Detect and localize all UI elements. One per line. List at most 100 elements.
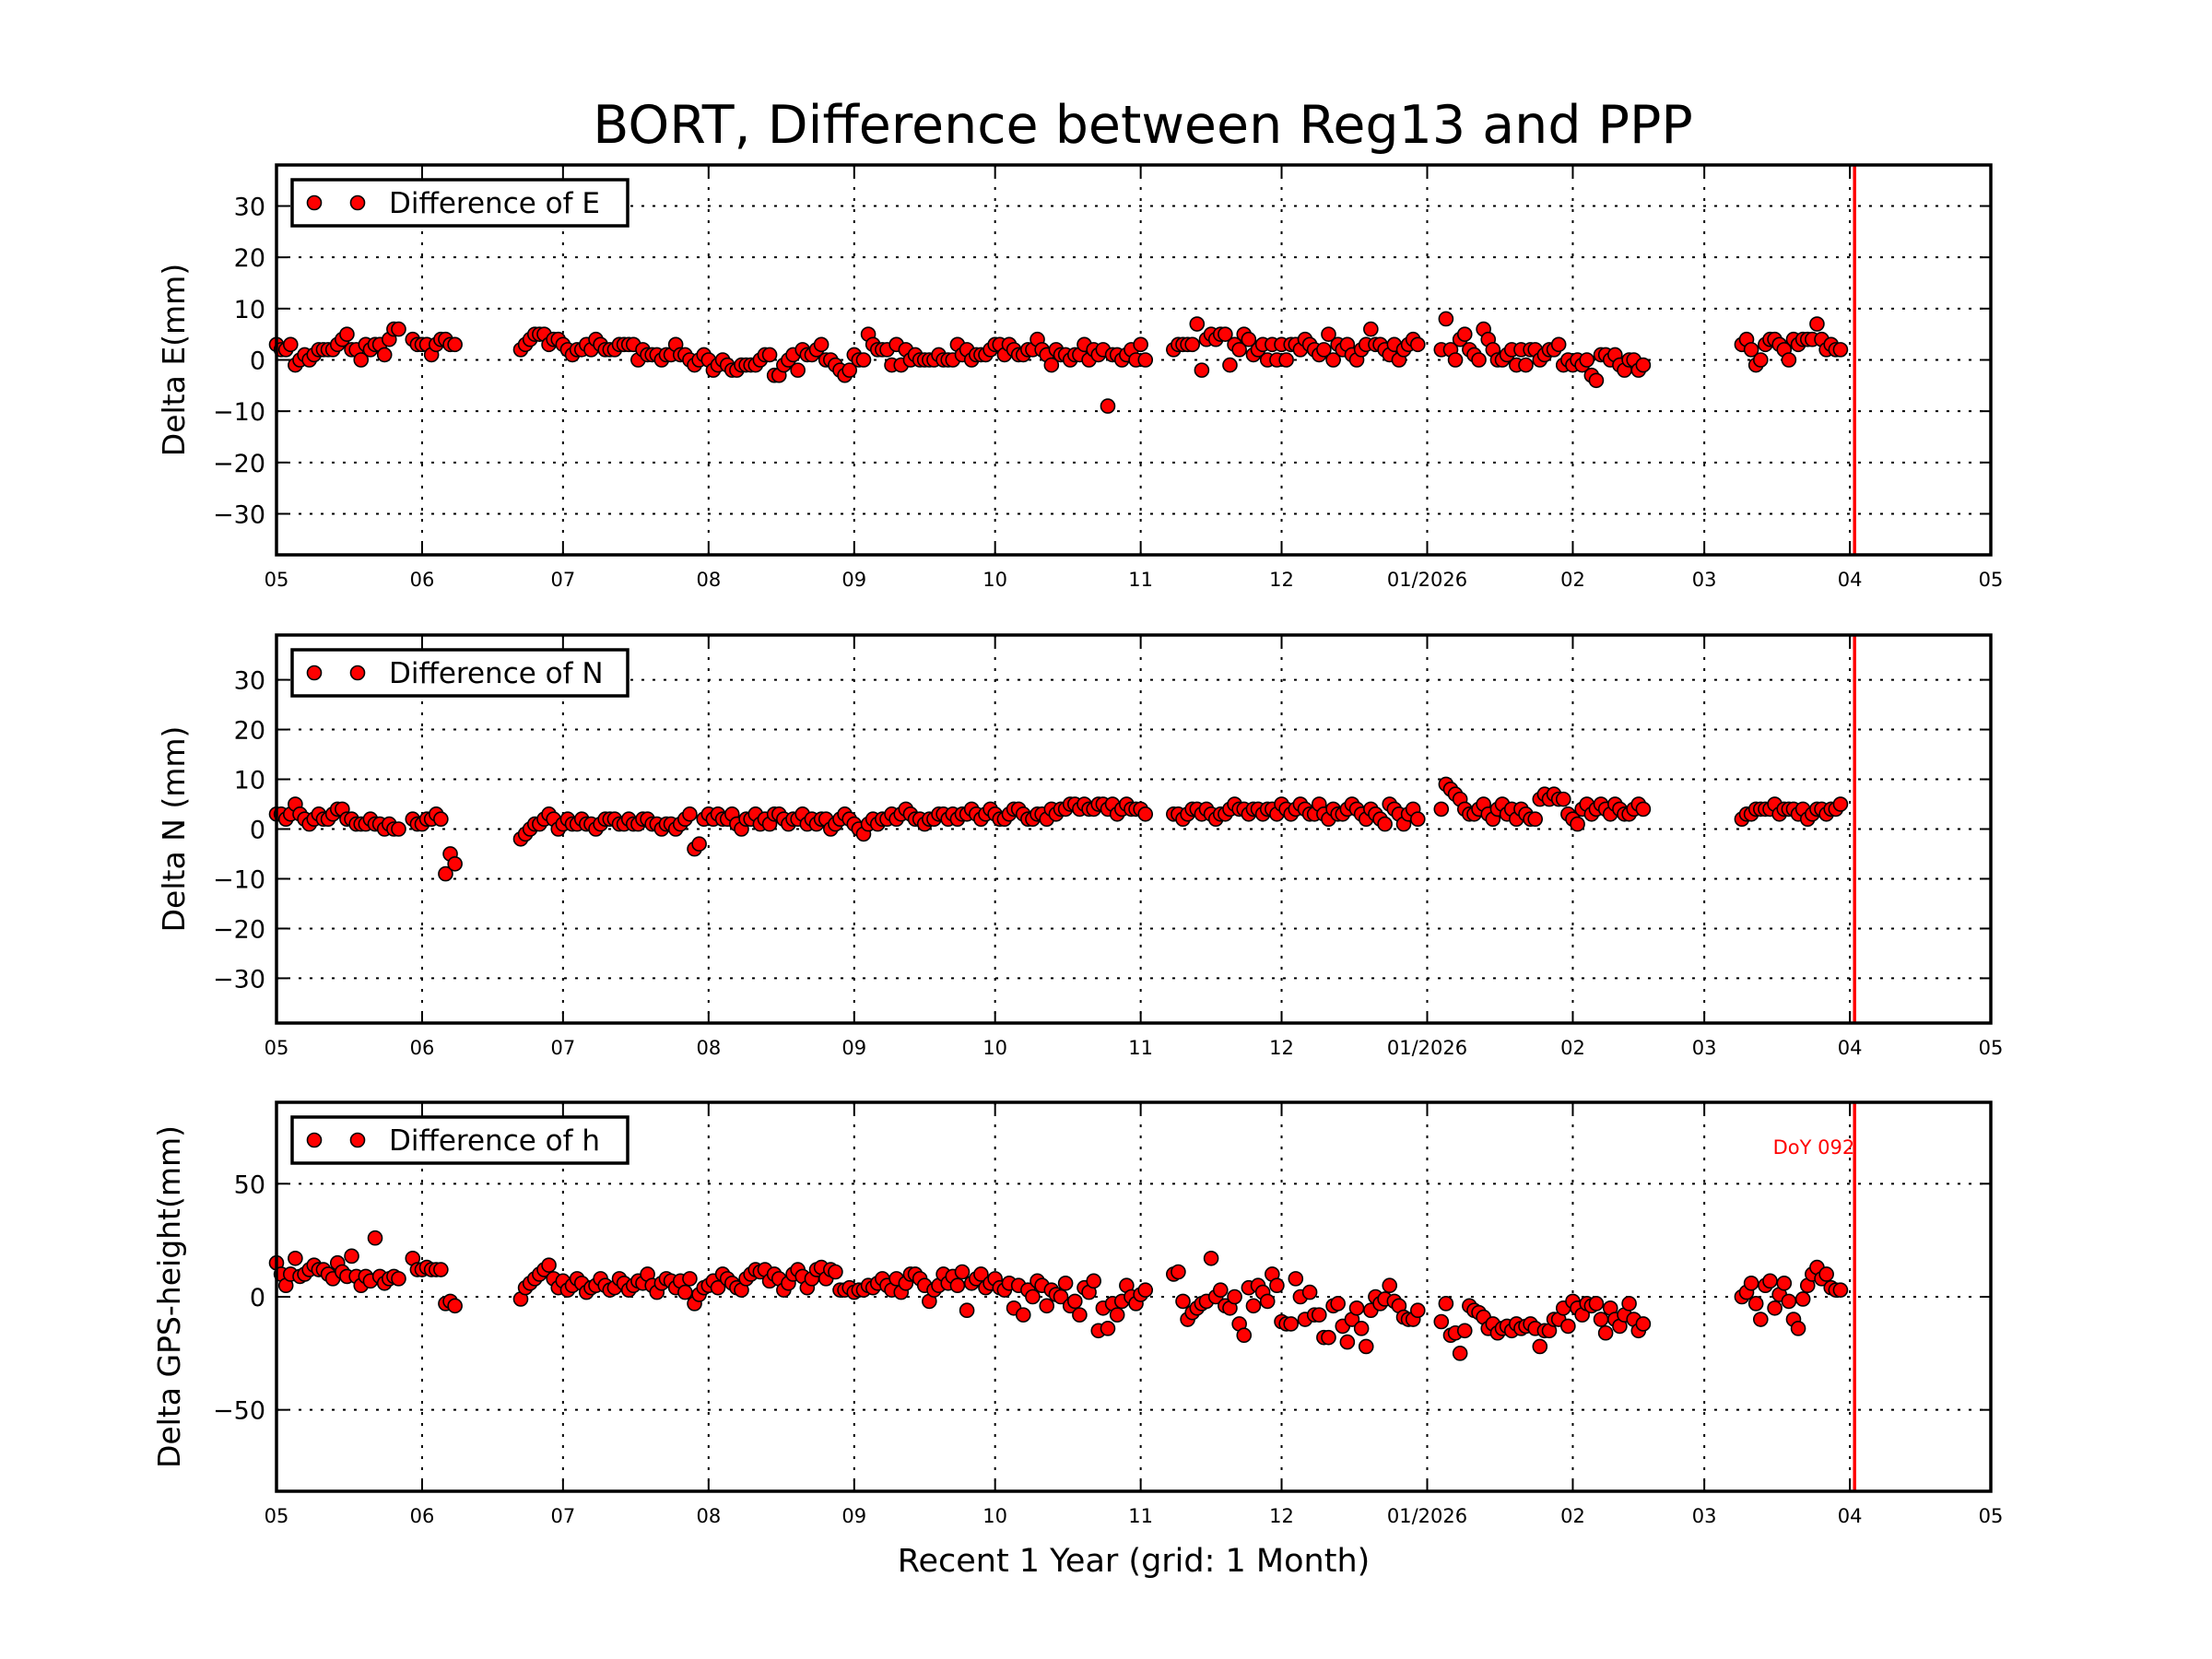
x-tick-label: 11	[1128, 1505, 1153, 1527]
data-point	[1818, 1266, 1834, 1282]
panel-0: 05 06 07 08 09 10 11 12 01/2026 02 03 04 05 −30 −20 −10…	[156, 163, 2004, 591]
y-tick-label: −50	[213, 1397, 265, 1426]
y-tick-label: −20	[213, 450, 265, 478]
legend-box	[290, 1115, 629, 1165]
data-point	[1433, 801, 1450, 818]
data-point	[1382, 1277, 1398, 1294]
data-point	[447, 336, 463, 353]
data-point	[1753, 352, 1769, 368]
data-point	[1194, 362, 1210, 378]
x-tick-label: 12	[1269, 569, 1294, 591]
legend-marker	[349, 1132, 366, 1148]
y-tick-label: −10	[213, 865, 265, 894]
legend-marker	[349, 194, 366, 211]
plot-frame	[275, 1100, 1993, 1493]
x-axis-label: Recent 1 Year (grid: 1 Month)	[898, 1543, 1371, 1580]
x-tick-label: 02	[1560, 1505, 1585, 1527]
y-tick-label: 0	[250, 817, 265, 845]
data-point	[1137, 806, 1154, 822]
data-point	[1410, 336, 1426, 353]
legend-marker	[306, 1132, 323, 1148]
data-point	[1086, 1273, 1101, 1289]
data-point	[1241, 331, 1257, 347]
data-point	[1137, 1282, 1154, 1298]
data-point	[1231, 342, 1247, 358]
legend-marker	[306, 194, 323, 211]
x-tick-label: 10	[982, 569, 1007, 591]
data-point	[376, 347, 393, 363]
data-point	[790, 362, 806, 378]
y-tick-label: 20	[234, 717, 265, 746]
data-point	[1447, 352, 1464, 368]
data-point	[1762, 1273, 1778, 1289]
data-point	[1184, 336, 1200, 353]
x-tick-label: 07	[550, 1037, 575, 1059]
x-tick-label: 05	[1979, 569, 2004, 591]
data-point	[1339, 1334, 1356, 1350]
data-point	[1218, 326, 1233, 342]
x-tick-label: 07	[550, 569, 575, 591]
data-point	[1227, 1288, 1242, 1305]
y-tick-label: −20	[213, 915, 265, 944]
legend-label: Difference of N	[389, 657, 604, 690]
y-axis-label: Delta GPS-height(mm)	[151, 1125, 187, 1468]
x-tick-label: 08	[696, 569, 721, 591]
data-point	[1747, 1296, 1764, 1312]
x-tick-label: 10	[982, 1505, 1007, 1527]
plot-frame	[275, 633, 1993, 1025]
data-point	[1635, 1316, 1652, 1332]
panel-1: 05 06 07 08 09 10 11 12 01/2026 02 03 04 05 −30 −20 −10…	[156, 633, 2003, 1059]
data-point	[761, 347, 778, 363]
data-point	[1100, 1321, 1116, 1336]
legend-box	[290, 648, 629, 698]
data-point	[682, 806, 698, 822]
x-tick-label: 05	[265, 569, 289, 591]
y-tick-label: 0	[250, 347, 265, 376]
data-point	[1039, 1298, 1055, 1314]
legend: Difference of N	[290, 648, 629, 698]
data-point	[1321, 326, 1336, 342]
data-point	[1456, 326, 1473, 342]
data-point	[1809, 316, 1825, 332]
data-point	[1171, 1264, 1186, 1280]
vline-label: DoY 092	[1773, 1136, 1855, 1159]
data-point	[367, 1230, 383, 1246]
data-point	[1593, 1312, 1609, 1327]
legend-box	[290, 178, 629, 228]
x-tick-label: 10	[982, 1037, 1007, 1059]
x-tick-label: 04	[1838, 1037, 1863, 1059]
data-point	[1377, 816, 1393, 832]
data-point	[1067, 1293, 1083, 1310]
data-point	[1550, 336, 1567, 353]
data-point	[1137, 352, 1154, 368]
data-point	[1015, 1307, 1031, 1323]
y-tick-label: 10	[234, 767, 265, 795]
legend: Difference of h	[290, 1115, 629, 1165]
data-point	[1456, 1323, 1473, 1339]
legend-label: Difference of E	[389, 187, 600, 220]
data-point	[1527, 811, 1543, 828]
x-tick-label: 11	[1128, 569, 1153, 591]
data-point	[1283, 1316, 1300, 1332]
x-tick-label: 03	[1692, 1505, 1717, 1527]
data-point	[438, 865, 453, 882]
data-point	[1776, 1275, 1793, 1291]
panels: 05 06 07 08 09 10 11 12 01/2026 02 03 04 05 −30 −20 −10…	[151, 163, 2004, 1527]
data-point	[1832, 1282, 1849, 1298]
data-point	[1269, 1277, 1285, 1294]
x-tick-label: 12	[1269, 1505, 1294, 1527]
data-point	[1325, 352, 1341, 368]
y-tick-label: 0	[250, 1284, 265, 1312]
data-point	[1278, 352, 1294, 368]
x-tick-label: 06	[410, 1505, 435, 1527]
data-point	[1212, 1282, 1229, 1298]
legend-marker	[349, 665, 366, 681]
data-point	[1259, 1293, 1276, 1310]
x-tick-label: 08	[696, 1037, 721, 1059]
x-tick-label: 09	[841, 1505, 866, 1527]
data-point	[1832, 342, 1849, 358]
x-tick-label: 05	[265, 1037, 289, 1059]
data-point	[1794, 1291, 1811, 1307]
y-tick-label: −30	[213, 500, 265, 529]
